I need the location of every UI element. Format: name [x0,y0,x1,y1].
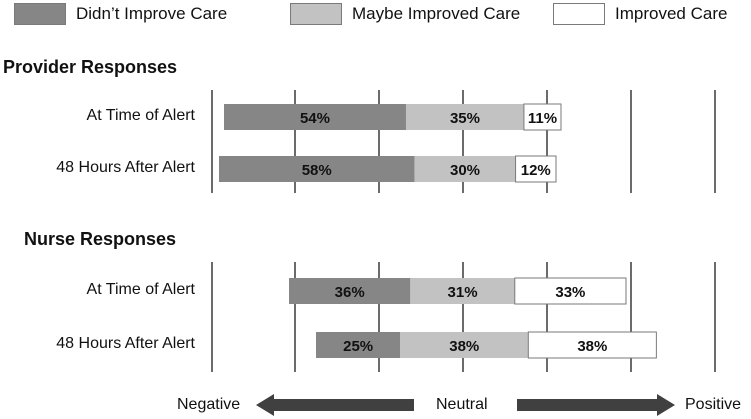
bar-segment [514,277,627,305]
category-label: 48 Hours After Alert [56,335,195,352]
legend-label: Maybe Improved Care [352,4,521,23]
legend-label: Improved Care [615,4,728,23]
section-title: Provider Responses [3,57,178,77]
category-label: At Time of Alert [86,281,195,298]
legend-label: Didn’t Improve Care [76,4,228,23]
data-label: 11% [528,110,557,127]
data-label: 12% [521,162,551,179]
bar-segment [316,332,401,358]
bar-segment [289,278,411,304]
chart-plot: 54% 35% 11% 58% 30% 12% 36% 31% 33% 25% 38% 38% [211,90,716,372]
legend-item: Improved Care [553,3,727,25]
data-label: 33% [555,284,585,301]
legend-item: Maybe Improved Care [290,3,520,25]
category-label: 48 Hours After Alert [56,159,195,176]
data-label: 35% [450,110,480,127]
bar-segment [527,331,657,359]
sentiment-axis: Negative Neutral Positive [0,392,751,419]
left-arrow-icon [256,394,414,416]
data-label: 54% [300,110,330,127]
data-label: 36% [335,284,365,301]
bar-segment [515,155,557,183]
bar-segment [414,156,516,182]
legend-swatch [14,3,66,25]
data-label: 38% [449,338,479,355]
neutral-label: Neutral [436,396,488,413]
bar-segment [405,104,524,130]
section-title: Nurse Responses [24,229,177,249]
data-label: 30% [450,162,480,179]
legend-swatch [290,3,342,25]
data-label: 31% [448,284,478,301]
bar-segment [400,332,529,358]
bar-segment [523,103,562,131]
bar-segment [410,278,515,304]
data-label: 58% [302,162,332,179]
data-label: 25% [343,338,373,355]
legend-swatch [553,3,605,25]
positive-label: Positive [685,396,742,413]
bar-segment [224,104,406,130]
legend: Didn’t Improve Care Maybe Improved Care Im… [0,0,751,34]
bar-segment [219,156,415,182]
legend-item: Didn’t Improve Care [14,3,227,25]
negative-label: Negative [177,396,241,413]
data-label: 38% [577,338,607,355]
right-arrow-icon [517,394,675,416]
category-label: At Time of Alert [86,107,195,124]
